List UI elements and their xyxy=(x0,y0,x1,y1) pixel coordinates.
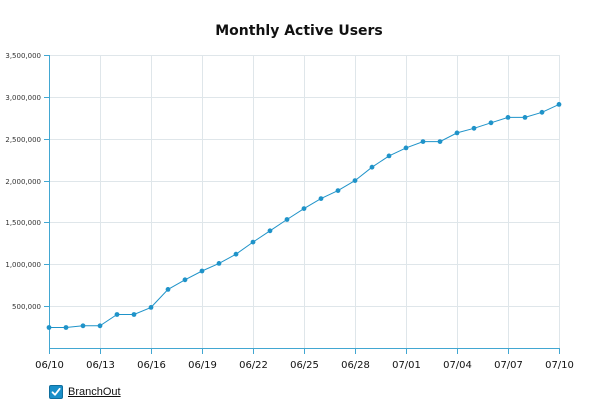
data-point[interactable] xyxy=(454,130,460,136)
y-tick-label: 3,500,000 xyxy=(5,52,41,60)
data-point[interactable] xyxy=(420,139,426,145)
data-point[interactable] xyxy=(80,323,86,329)
data-point[interactable] xyxy=(318,196,324,202)
legend-label-branchout[interactable]: BranchOut xyxy=(68,386,121,398)
y-axis-tick-labels: 500,000 1,000,000 1,500,000 2,000,000 2,500,… xyxy=(5,52,41,311)
y-tick-label: 1,000,000 xyxy=(5,261,41,269)
data-point[interactable] xyxy=(505,115,511,120)
data-point[interactable] xyxy=(131,312,137,317)
grid-lines xyxy=(49,55,560,348)
y-tick-label: 1,500,000 xyxy=(5,219,41,227)
data-point[interactable] xyxy=(63,325,69,330)
data-point[interactable] xyxy=(97,323,103,329)
legend-checkbox[interactable] xyxy=(49,385,63,399)
data-point[interactable] xyxy=(233,251,239,257)
data-point[interactable] xyxy=(386,153,392,159)
data-point[interactable] xyxy=(250,239,256,245)
data-point[interactable] xyxy=(522,115,528,120)
data-point[interactable] xyxy=(301,206,307,212)
y-tick-label: 500,000 xyxy=(12,303,41,311)
data-point[interactable] xyxy=(284,217,290,222)
data-point[interactable] xyxy=(267,228,273,234)
x-tick-label: 06/13 xyxy=(86,360,115,371)
data-point[interactable] xyxy=(539,109,545,115)
data-point[interactable] xyxy=(437,139,443,145)
x-tick-label: 07/07 xyxy=(494,360,523,371)
x-tick-label: 07/10 xyxy=(545,360,574,371)
data-point[interactable] xyxy=(182,277,188,283)
x-axis-tick-labels: 06/10 06/13 06/16 06/19 06/22 06/25 06/28 07/01… xyxy=(35,360,574,371)
legend: BranchOut xyxy=(49,383,121,401)
data-point[interactable] xyxy=(335,188,341,194)
data-point[interactable] xyxy=(216,261,222,266)
data-point[interactable] xyxy=(369,164,375,170)
chart-title: Monthly Active Users xyxy=(215,23,383,39)
x-tick-label: 07/04 xyxy=(443,360,472,371)
y-tick-label: 2,000,000 xyxy=(5,178,41,186)
x-tick-label: 06/16 xyxy=(137,360,166,371)
x-tick-label: 06/10 xyxy=(35,360,64,371)
x-tick-label: 06/19 xyxy=(188,360,217,371)
checkmark-icon xyxy=(51,387,61,396)
series-plot xyxy=(46,102,562,330)
data-point[interactable] xyxy=(114,312,120,317)
data-point[interactable] xyxy=(352,178,358,184)
x-tick-label: 06/25 xyxy=(290,360,319,371)
x-tick-label: 07/01 xyxy=(392,360,421,371)
data-point[interactable] xyxy=(403,145,409,151)
data-point[interactable] xyxy=(199,268,205,274)
data-point[interactable] xyxy=(471,125,477,131)
x-tick-label: 06/22 xyxy=(239,360,268,371)
y-tick-label: 2,500,000 xyxy=(5,136,41,144)
y-tick-label: 3,000,000 xyxy=(5,94,41,102)
data-point[interactable] xyxy=(46,325,52,330)
data-point[interactable] xyxy=(488,120,494,126)
axes xyxy=(44,55,560,354)
data-point[interactable] xyxy=(165,287,171,292)
data-point[interactable] xyxy=(556,102,562,107)
x-tick-label: 06/28 xyxy=(341,360,370,371)
data-point[interactable] xyxy=(148,305,154,310)
